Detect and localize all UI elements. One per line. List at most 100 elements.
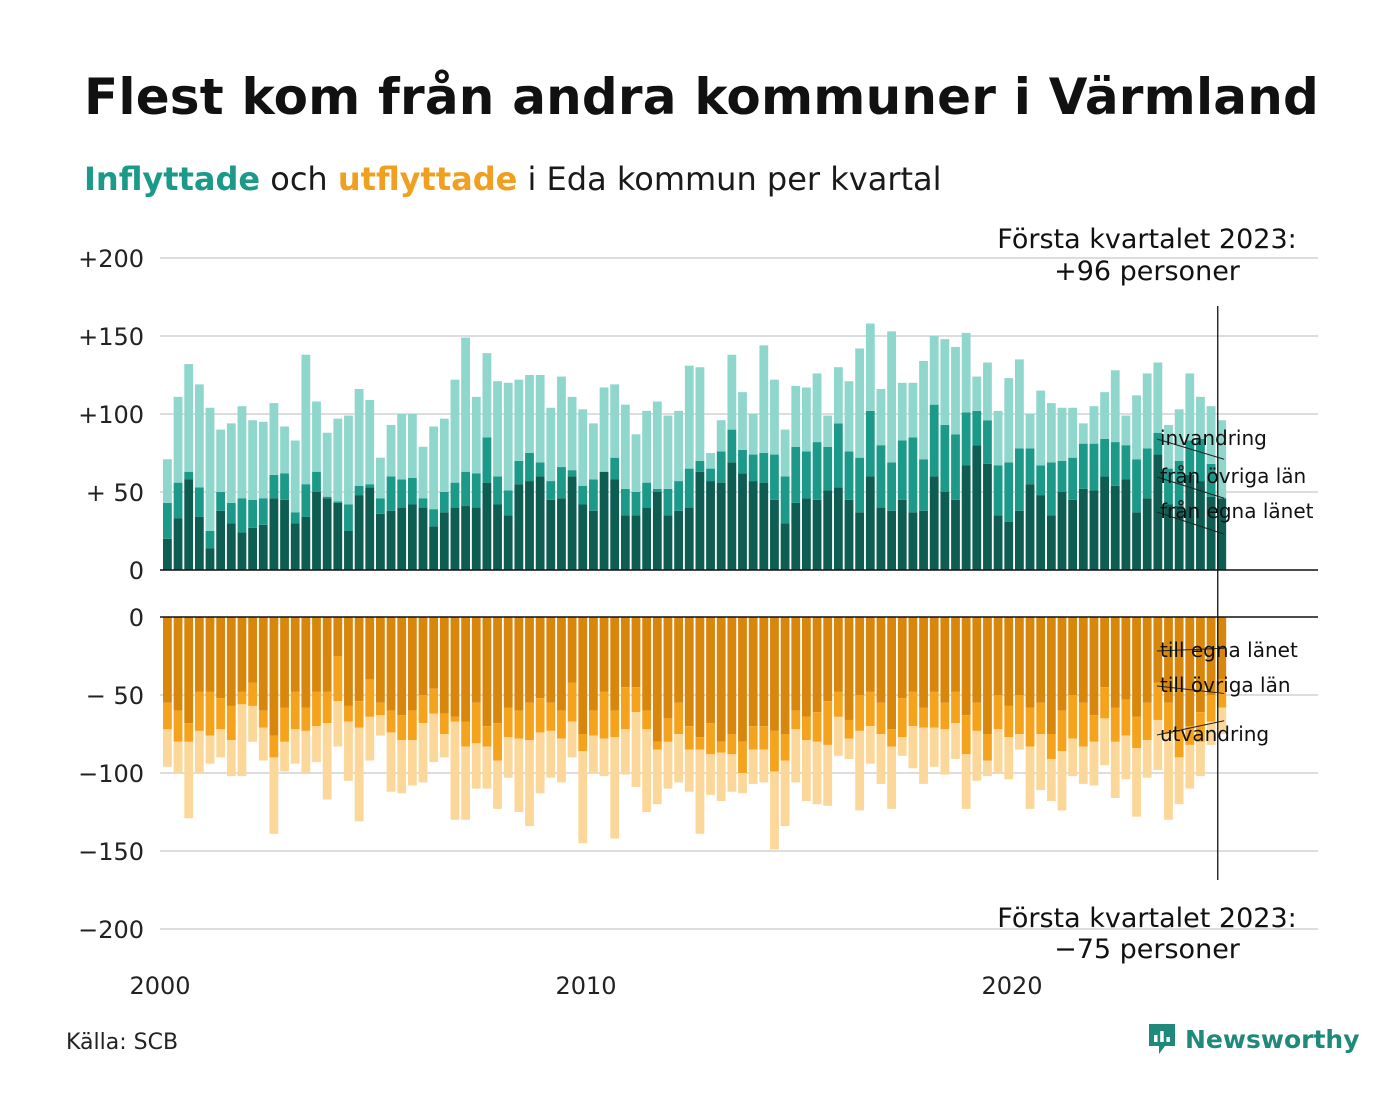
bar-in-1 [919, 459, 928, 511]
bar-in-0 [738, 473, 747, 570]
bar-out-2 [312, 726, 321, 763]
legend-leader-out [1156, 685, 1225, 694]
bar-in-1 [173, 482, 183, 519]
bar-in-1 [951, 434, 960, 500]
bar-in-0 [173, 518, 183, 570]
bar-out-1 [1142, 702, 1152, 741]
bar-out-1 [226, 705, 236, 741]
chart-subtitle: Inflyttade och utflyttade i Eda kommun p… [84, 160, 942, 198]
bar-out-0 [546, 617, 556, 703]
bar-out-1 [525, 702, 534, 741]
bar-out-1 [258, 710, 268, 728]
bar-out-1 [194, 691, 204, 731]
bar-out-1 [844, 719, 854, 739]
bar-out-2 [599, 738, 609, 777]
bar-in-0 [344, 531, 353, 570]
bar-out-0 [812, 617, 822, 713]
bar-in-2 [684, 365, 694, 469]
bar-in-2 [706, 453, 715, 469]
bar-out-1 [407, 710, 417, 741]
bar-in-1 [1004, 462, 1014, 522]
bar-in-1 [1068, 457, 1078, 500]
bar-in-2 [993, 410, 1003, 466]
bar-in-0 [194, 516, 204, 570]
bar-in-0 [226, 523, 236, 570]
bar-in-0 [557, 498, 566, 570]
bar-out-1 [1078, 702, 1088, 747]
bar-out-0 [418, 617, 428, 695]
bar-out-0 [610, 617, 620, 711]
bar-in-1 [1121, 445, 1131, 480]
bar-in-0 [1089, 490, 1099, 570]
bar-out-0 [258, 617, 268, 711]
bar-out-1 [418, 695, 428, 724]
bar-out-1 [514, 710, 524, 739]
bar-out-1 [759, 726, 769, 750]
bar-in-2 [280, 426, 289, 474]
bar-out-1 [1164, 702, 1173, 734]
bar-out-1 [897, 698, 907, 738]
bar-out-0 [184, 617, 194, 724]
bar-in-1 [450, 482, 460, 508]
bar-out-1 [557, 710, 566, 739]
bar-in-1 [1142, 448, 1152, 499]
bar-in-0 [791, 502, 801, 570]
bar-in-2 [354, 389, 364, 486]
bar-out-2 [461, 746, 470, 820]
bar-out-1 [1132, 716, 1141, 749]
bar-out-1 [951, 691, 960, 724]
bar-in-2 [269, 403, 279, 475]
bar-in-2 [908, 382, 918, 438]
bar-out-2 [333, 701, 343, 747]
bar-in-0 [823, 490, 833, 570]
bar-in-2 [312, 401, 321, 472]
bar-in-1 [1196, 438, 1205, 482]
y-tick-label-top: +150 [78, 323, 144, 351]
bar-out-2 [376, 715, 385, 736]
bar-out-1 [631, 687, 641, 713]
bar-out-2 [301, 730, 311, 773]
bar-out-1 [972, 702, 982, 731]
bar-in-2 [887, 331, 896, 463]
bar-out-1 [929, 691, 939, 728]
bar-out-2 [354, 727, 364, 822]
bar-in-1 [961, 412, 971, 466]
bar-in-1 [663, 488, 673, 516]
bar-in-0 [833, 487, 843, 570]
bar-out-0 [493, 617, 502, 724]
newsworthy-logo[interactable]: Newsworthy [1147, 1022, 1360, 1056]
bar-out-0 [1132, 617, 1141, 717]
bar-out-0 [823, 617, 833, 702]
bar-in-0 [1196, 481, 1205, 570]
bar-out-1 [993, 695, 1003, 730]
bar-out-0 [1057, 617, 1067, 711]
bar-in-2 [1132, 395, 1141, 460]
bar-in-2 [471, 396, 481, 474]
bar-in-2 [482, 353, 492, 438]
bar-in-0 [1110, 485, 1120, 570]
bar-in-1 [290, 512, 300, 524]
bar-in-2 [610, 384, 620, 458]
bar-in-2 [333, 418, 343, 502]
bar-in-1 [1174, 460, 1184, 507]
bar-in-1 [748, 454, 758, 482]
bar-in-0 [919, 510, 928, 570]
bar-out-2 [1132, 748, 1141, 817]
bar-in-0 [652, 492, 662, 570]
bar-out-0 [589, 617, 598, 711]
bar-out-2 [578, 751, 588, 844]
bar-out-0 [248, 617, 257, 683]
bar-in-0 [205, 548, 215, 570]
bar-out-0 [1004, 617, 1014, 706]
bar-out-2 [163, 729, 172, 767]
bar-in-1 [620, 488, 630, 516]
bar-in-0 [1068, 499, 1078, 570]
bar-in-1 [482, 437, 492, 483]
bar-out-0 [1078, 617, 1088, 703]
bar-out-2 [887, 746, 896, 809]
bar-out-2 [929, 727, 939, 767]
source-text: Källa: SCB [66, 1030, 179, 1055]
bar-in-0 [397, 507, 407, 570]
bar-in-2 [258, 421, 268, 499]
bar-out-0 [376, 617, 385, 703]
